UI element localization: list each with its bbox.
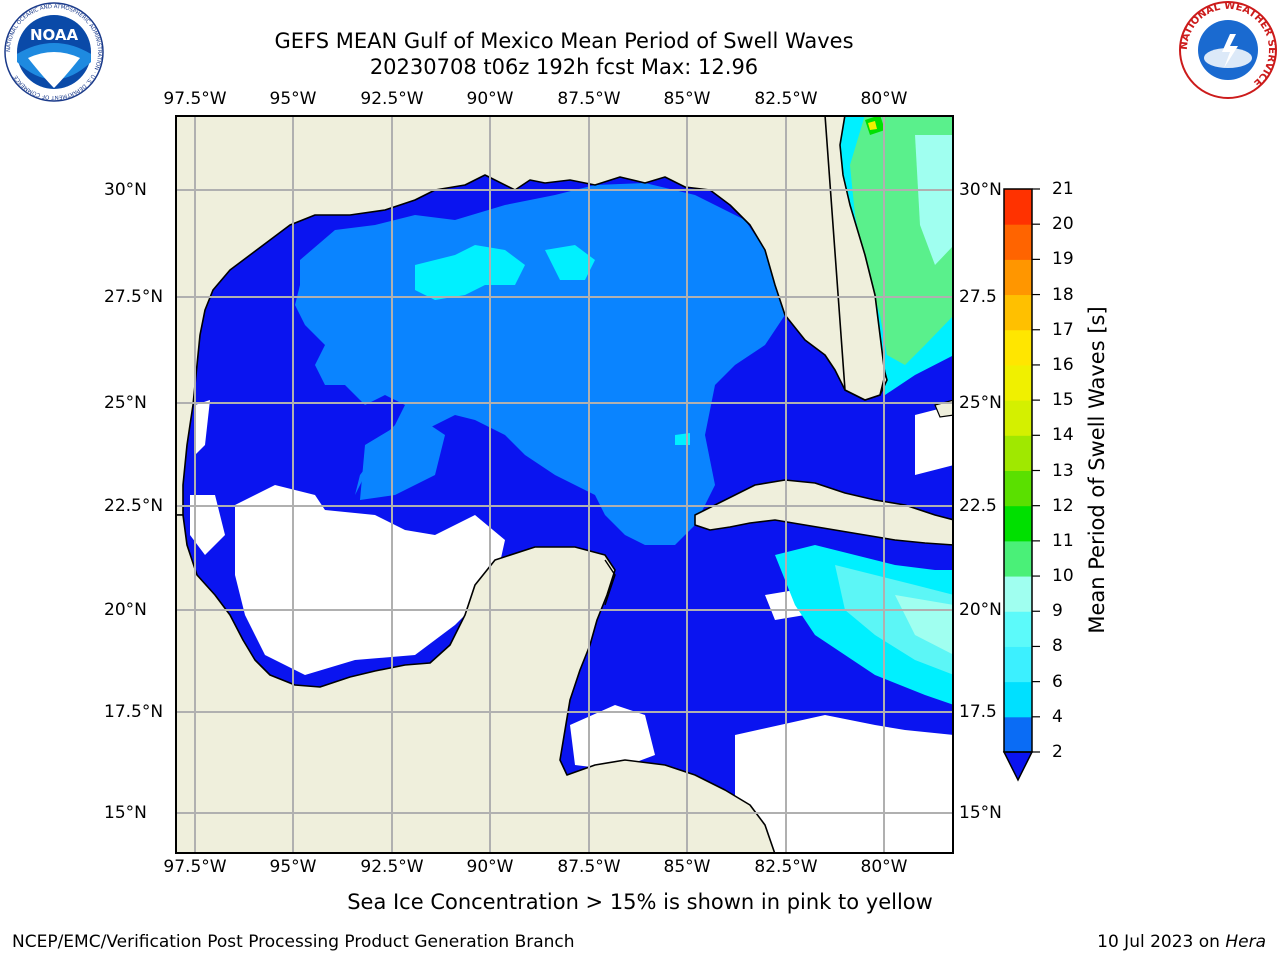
colorbar-tick-label: 6 [1052,671,1063,692]
lon-label-top: 95°W [269,89,317,109]
lat-label-right: 20°N [959,600,1002,620]
lon-label-top: 92.5°W [360,89,424,109]
lat-label-left: 22.5°N [104,496,164,516]
lat-label-left: 27.5°N [104,287,164,307]
colorbar-cell [1004,329,1032,366]
colorbar-cell [1004,540,1032,577]
colorbar-tick-label: 19 [1052,249,1074,270]
lon-label-bottom: 95°W [269,857,317,877]
colorbar-cell [1004,259,1032,296]
chart-title: GEFS MEAN Gulf of Mexico Mean Period of … [274,29,854,53]
lat-label-right: 30°N [959,180,1002,200]
map-panel [175,115,954,854]
colorbar-extend-arrow [1002,751,1034,782]
colorbar-cell [1004,294,1032,331]
colorbar-tick-label: 17 [1052,319,1074,340]
colorbar-tick-label: 12 [1052,495,1074,516]
colorbar-tick-label: 2 [1052,742,1063,762]
colorbar-tick-label: 21 [1052,179,1074,199]
lon-label-bottom: 87.5°W [557,857,621,877]
lat-label-left: 30°N [104,180,147,200]
lat-label-left: 20°N [104,600,147,620]
colorbar-label: Mean Period of Swell Waves [s] [1085,306,1109,634]
colorbar-cell [1004,400,1032,436]
colorbar-cell [1004,611,1032,647]
colorbar-cells [1004,188,1040,753]
lat-label-right: 27.5 [959,287,997,307]
lat-label-right: 25°N [959,393,1002,413]
colorbar-cell [1004,576,1032,612]
colorbar-tick-label: 15 [1052,390,1074,411]
lon-label-top: 87.5°W [557,89,621,109]
lat-label-left: 15°N [104,803,147,823]
colorbar-cell [1004,646,1032,683]
noaa-logo-text: NOAA [30,26,79,44]
colorbar-cell [1004,716,1032,753]
colorbar-cell [1004,435,1032,471]
colorbar-cell [1004,505,1032,542]
lon-label-bottom: 82.5°W [754,857,818,877]
colorbar-tick-label: 11 [1052,530,1074,551]
colorbar-tick-label: 20 [1052,214,1074,235]
footer-credit: NCEP/EMC/Verification Post Processing Pr… [12,932,575,952]
lon-label-top: 85°W [663,89,711,109]
colorbar-cell [1004,364,1032,401]
lat-label-right: 15°N [959,803,1002,823]
colorbar-cell [1004,681,1032,718]
lon-label-bottom: 80°W [860,857,908,877]
lat-label-right: 17.5 [959,702,997,722]
lon-label-top: 82.5°W [754,89,818,109]
colorbar-tick-label: 8 [1052,636,1063,657]
nws-logo: NATIONAL WEATHER SERVICE [1179,1,1277,99]
colorbar-tick-label: 9 [1052,601,1063,622]
colorbar-cell [1004,224,1032,260]
colorbar-cell [1004,470,1032,507]
colorbar-tick-label: 4 [1052,706,1063,727]
chart-subtitle: 20230708 t06z 192h fcst Max: 12.96 [369,55,759,79]
colorbar-tick-label: 18 [1052,284,1074,305]
colorbar-tick-label: 13 [1052,460,1074,481]
colorbar-tick-label: 10 [1052,566,1074,587]
lat-label-right: 22.5 [959,496,997,516]
colorbar-tick-label: 16 [1052,354,1074,375]
colorbar [1002,188,1040,782]
lat-label-left: 17.5°N [104,702,164,722]
lon-label-bottom: 90°W [466,857,514,877]
lat-label-left: 25°N [104,393,147,413]
colorbar-cell [1004,189,1032,225]
footer-date: 10 Jul 2023 on Hera [1097,932,1266,952]
lon-label-top: 80°W [860,89,908,109]
noaa-logo: NATIONAL OCEANIC AND ATMOSPHERIC ADMINIS… [4,2,104,102]
lon-label-bottom: 85°W [663,857,711,877]
lon-label-top: 97.5°W [163,89,227,109]
colorbar-tick-label: 14 [1052,425,1074,446]
lon-label-top: 90°W [466,89,514,109]
sea-ice-note: Sea Ice Concentration > 15% is shown in … [347,890,933,914]
lon-label-bottom: 97.5°W [163,857,227,877]
lon-label-bottom: 92.5°W [360,857,424,877]
